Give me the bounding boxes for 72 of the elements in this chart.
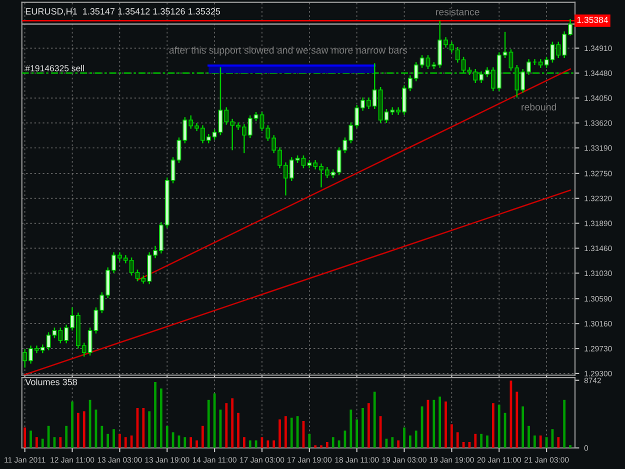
bar (154, 382, 156, 448)
bar (409, 436, 412, 448)
bar (492, 403, 494, 448)
bar (432, 400, 436, 448)
bar (231, 398, 234, 448)
bar (438, 396, 442, 448)
bar (534, 436, 536, 448)
ref-line-label: 1.35384 (577, 16, 608, 24)
bar (196, 440, 198, 448)
bar (522, 406, 524, 448)
bar (308, 434, 311, 448)
bar (118, 434, 121, 448)
bar (456, 432, 459, 448)
bar (237, 412, 240, 448)
annotation: after this support slowed and we saw more narrow bars (169, 46, 407, 56)
bar (184, 437, 186, 448)
bar (474, 434, 477, 448)
annotation: resistance (436, 8, 480, 16)
bar (290, 418, 293, 448)
bar (557, 437, 560, 448)
bar (403, 427, 406, 448)
bar (391, 437, 394, 448)
bar (190, 437, 192, 448)
bar (272, 440, 276, 448)
bar (248, 440, 252, 448)
bar (332, 437, 334, 448)
bar (450, 424, 453, 448)
bar (356, 419, 358, 448)
bar (368, 403, 370, 448)
bar (284, 416, 287, 448)
bar (160, 388, 162, 448)
bar (106, 434, 110, 448)
bar (563, 400, 566, 448)
bar (414, 430, 418, 448)
bar (207, 400, 210, 448)
bar (166, 426, 168, 448)
bar (59, 437, 62, 448)
bar (243, 437, 246, 448)
bar (100, 426, 104, 448)
bar (24, 427, 26, 448)
bar (350, 410, 352, 448)
bar (528, 426, 530, 448)
bar (225, 403, 228, 448)
bar (124, 437, 127, 448)
bar (202, 426, 204, 448)
bar (148, 411, 151, 448)
bar (82, 411, 86, 448)
chart-title: Volumes 358 (25, 378, 77, 386)
annotation: rebound (522, 103, 556, 110)
bar (498, 404, 500, 448)
bar (326, 442, 328, 448)
bar (480, 434, 483, 448)
bar (71, 401, 74, 448)
bar (362, 408, 364, 448)
bar (373, 392, 376, 448)
bar (539, 436, 542, 448)
bar (569, 445, 572, 448)
bar (397, 440, 400, 448)
ref-line-label: #19146325 sell (25, 64, 84, 72)
bar (36, 437, 38, 448)
text: EURUSD,H1 1.35147 1.35412 1.35126 1.35325 (26, 8, 220, 16)
bar (486, 436, 488, 448)
bar (41, 438, 44, 448)
bar (266, 440, 270, 448)
bar (516, 392, 518, 448)
bar (30, 430, 32, 448)
bar (112, 429, 115, 448)
bar (142, 408, 145, 448)
bar (65, 426, 68, 448)
bar (278, 419, 281, 448)
bar (444, 401, 447, 448)
bar (77, 412, 80, 448)
